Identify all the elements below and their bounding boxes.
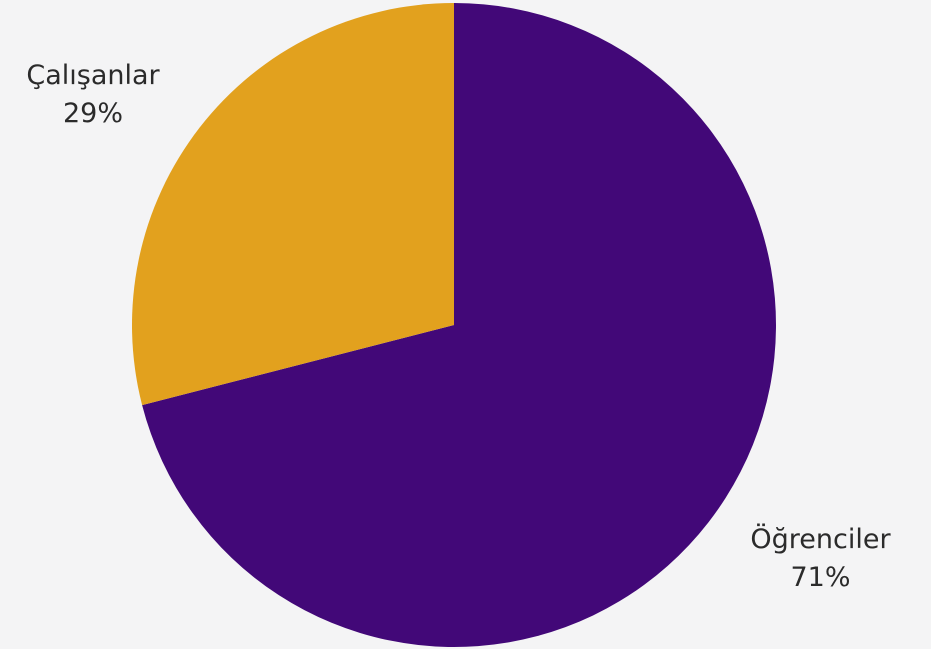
pie-slice-calisanlar <box>132 3 454 406</box>
pie-slice-ogrenciler <box>142 3 776 648</box>
slice-label-calisanlar-percent: 29% <box>62 98 123 129</box>
slice-label-ogrenciler: Öğrenciler 71% <box>728 521 913 597</box>
slice-label-calisanlar-name: Çalışanlar <box>26 60 160 91</box>
slice-label-calisanlar: Çalışanlar 29% <box>8 57 178 133</box>
slice-label-ogrenciler-name: Öğrenciler <box>750 524 891 555</box>
slice-label-ogrenciler-percent: 71% <box>790 562 851 593</box>
